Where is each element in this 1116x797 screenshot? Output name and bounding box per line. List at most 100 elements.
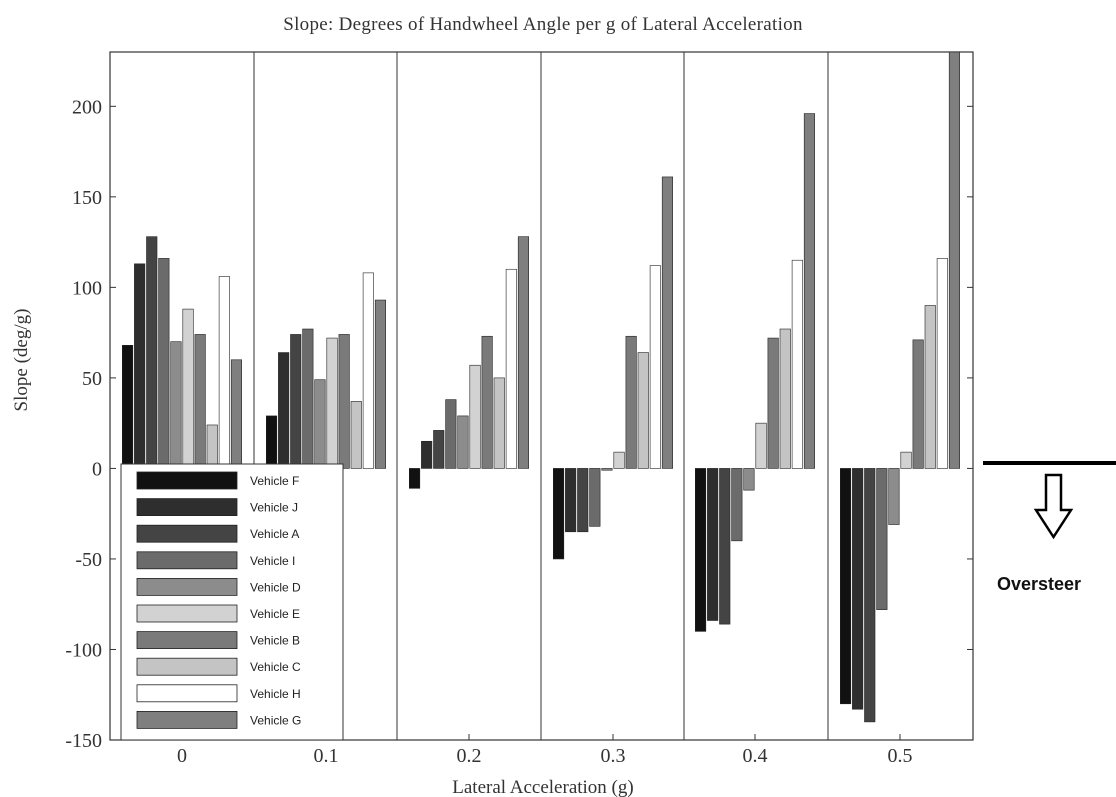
bar [755,422,767,469]
bar [876,468,888,610]
legend-label: Vehicle E [250,607,300,621]
bar [278,352,290,469]
bar [146,236,158,469]
down-arrow-icon [1033,473,1074,540]
bar [505,268,517,469]
y-tick-label: 200 [72,96,102,118]
x-tick-label: 0.4 [743,745,768,767]
legend-label: Vehicle J [250,501,298,515]
bar [481,335,493,469]
bar [230,359,242,469]
bar [552,468,565,560]
bar [457,415,469,469]
bar [338,334,350,469]
bar [743,468,755,491]
legend-swatch [136,711,238,729]
bar [170,341,182,469]
bar [707,468,719,621]
legend-label: Vehicle G [250,713,301,727]
legend-label: Vehicle H [250,687,301,701]
plot-area: -150 -100 -50 0 50 100 150 200 0 0.1 0.2 0.3 0.4 0.5 [65,51,974,767]
bar [791,259,803,469]
legend-swatch [136,551,238,570]
bar [326,337,338,469]
bar [218,276,230,469]
bar [924,305,936,469]
legend-swatch [136,498,238,517]
bar [493,377,505,469]
y-tick-label: 100 [72,277,102,299]
bar [314,379,326,469]
bar [408,468,421,489]
bar [649,265,661,469]
bar [888,468,900,525]
bar [637,352,649,469]
bar [374,299,387,469]
bar [122,345,134,469]
bar [661,176,674,469]
bar [936,258,948,469]
bar [265,415,278,469]
y-tick-label: -150 [65,730,102,752]
y-tick-label: 50 [82,368,102,390]
bar [194,334,206,469]
y-tick-label: 0 [92,458,102,480]
bar [694,468,707,632]
bar [158,258,170,469]
y-tick-label: -50 [75,549,102,571]
y-axis-label: Slope (deg/g) [11,309,32,412]
bar [362,272,374,469]
bar [948,51,961,469]
bar [864,468,876,723]
bar [731,468,743,542]
legend-swatch [136,684,238,703]
legend-swatch [136,657,238,676]
legend-label: Vehicle C [250,660,301,674]
legend-swatch [136,604,238,623]
bar [803,113,816,469]
legend-swatch [136,524,238,543]
bar [625,335,637,469]
bar [589,468,601,527]
x-tick-label: 0.1 [314,745,339,767]
x-axis-label: Lateral Acceleration (g) [452,777,633,797]
y-tick-label: -100 [65,639,102,661]
bar [290,334,302,469]
bar [134,263,146,469]
y-tick-label: 150 [72,187,102,209]
bar [719,468,731,625]
bar [182,308,194,469]
bar [912,339,924,469]
legend-label: Vehicle D [250,580,301,594]
oversteer-annotation: Oversteer [983,461,1116,594]
bar [779,328,791,469]
bar [565,468,577,533]
oversteer-label: Oversteer [997,574,1081,594]
legend-label: Vehicle B [250,634,300,648]
bar [900,451,912,469]
legend-swatch [136,471,238,490]
bar [206,424,218,469]
x-tick-label: 0.5 [888,745,913,767]
x-tick-label: 0.3 [601,745,626,767]
legend-label: Vehicle I [250,554,295,568]
bar [601,468,613,471]
bar [577,468,589,533]
bar [767,337,779,469]
bar [517,236,530,469]
bar [302,328,314,469]
bar [445,399,457,469]
bar [350,401,362,469]
bar [433,430,445,469]
bar [469,364,481,469]
legend-label: Vehicle F [250,474,299,488]
bar [852,468,864,710]
legend-swatch [136,631,238,649]
legend: Vehicle F Vehicle J Vehicle A Vehicle I Vehi… [120,463,344,741]
x-tick-label: 0 [177,745,187,767]
bar [421,440,433,469]
legend-swatch [136,578,238,596]
chart-title: Slope: Degrees of Handwheel Angle per g … [283,14,803,35]
legend-label: Vehicle A [250,527,299,541]
